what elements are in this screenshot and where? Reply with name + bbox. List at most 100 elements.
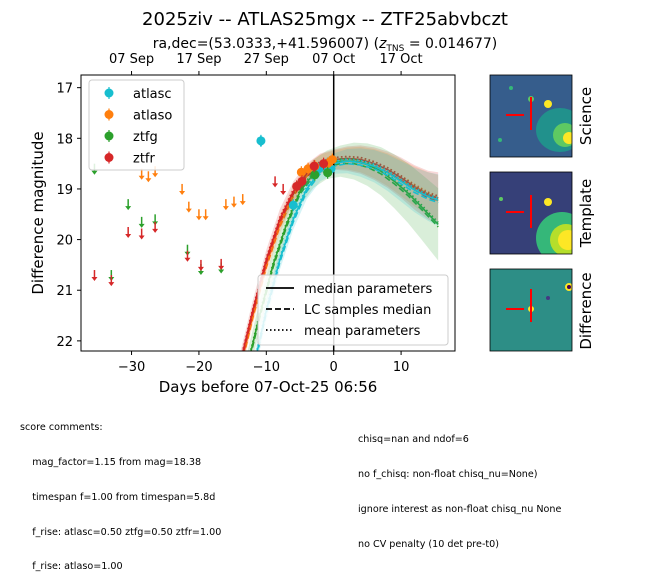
upper-limit-arrow <box>152 173 159 178</box>
detection-point <box>256 136 266 146</box>
comment-line: f_rise: atlasc=0.50 ztfg=0.50 ztfr=1.00 <box>20 526 222 538</box>
y-axis-label: Difference magnitude <box>29 131 47 294</box>
x-axis-label: Days before 07-Oct-25 06:56 <box>159 378 378 396</box>
upper-limit-arrow <box>197 270 204 275</box>
detection-point <box>323 168 333 178</box>
subtitle-z-sub: TNS <box>385 44 404 54</box>
chart-subtitle: ra,dec=(53.0333,+41.596007) (zTNS = 0.01… <box>153 36 498 54</box>
detection-point <box>327 155 337 165</box>
upper-limit-arrow <box>91 277 98 282</box>
y-tick-label: 21 <box>56 284 73 299</box>
legend-marker <box>104 131 114 141</box>
upper-limit-arrow <box>239 201 246 206</box>
y-tick-label: 17 <box>56 82 73 97</box>
series-legend <box>88 79 185 171</box>
comment-line: no CV penalty (10 det pre-t0) <box>358 538 500 550</box>
detection-point <box>309 161 319 171</box>
subtitle-z-value: = 0.014677) <box>404 36 497 52</box>
model-curve <box>257 162 439 351</box>
science-stamp <box>490 75 572 157</box>
science-stamp-frame <box>489 74 573 158</box>
subtitle-prefix: ra,dec=(53.0333,+41.596007) ( <box>153 36 379 52</box>
upper-limit-arrow <box>202 216 209 221</box>
comment-line: no f_chisq: non-float chisq_nu=None) <box>358 468 538 480</box>
plot-area: −30 −20 −10 0 10 07 Sep 17 Sep 27 Sep 07 Oct 17 O… <box>56 52 456 375</box>
upper-limit-arrow <box>125 206 132 211</box>
upper-limit-arrow <box>195 216 202 221</box>
comment-line: mag_factor=1.15 from mag=18.38 <box>20 456 202 468</box>
detection-point <box>288 200 298 210</box>
comment-line: f_rise: atlaso=1.00 <box>20 561 123 573</box>
score-comments: score comments: mag_factor=1.15 from mag… <box>20 399 221 585</box>
detection-point <box>296 167 306 177</box>
model-curve <box>256 160 439 351</box>
y-tick-label: 18 <box>56 132 73 147</box>
model-curve <box>256 158 439 351</box>
upper-limit-arrow <box>152 228 159 233</box>
upper-limit-arrow <box>230 203 237 208</box>
plot-clip-group <box>91 75 439 351</box>
x-tick-label: −10 <box>253 360 280 375</box>
upper-limit-arrow <box>179 190 186 195</box>
legend-marker <box>104 110 114 119</box>
legend-label: ztfr <box>133 152 155 167</box>
comment-line: ignore interest as non-float chisq_nu No… <box>358 503 562 515</box>
upper-limit-arrow <box>197 266 204 271</box>
upper-limit-arrow <box>222 206 229 211</box>
template-stamp <box>490 172 572 254</box>
legend-label: atlaso <box>133 109 172 124</box>
linestyle-legend <box>257 274 449 346</box>
upper-limit-arrow <box>218 269 225 274</box>
detection-point <box>319 159 329 169</box>
stamp-label-template: Template <box>577 179 595 248</box>
legend-label: atlasc <box>133 87 172 102</box>
upper-limit-arrow <box>108 282 115 287</box>
top-date-tick-label: 07 Sep <box>109 52 154 67</box>
model-band <box>255 148 439 351</box>
stamp-label-difference: Difference <box>577 272 595 349</box>
legend-label: ztfg <box>133 130 158 145</box>
model-band <box>247 142 439 351</box>
upper-limit-arrow <box>125 233 132 238</box>
legend-marker <box>104 88 114 98</box>
plot-frame <box>80 74 456 352</box>
light-curve-figure: 2025ziv -- ATLAS25mgx -- ZTF25abvbczt ra… <box>29 9 595 396</box>
stamp-label-science: Science <box>577 87 595 145</box>
upper-limit-arrow <box>91 170 98 175</box>
upper-limit-arrow <box>184 257 191 262</box>
comment-line: score comments: <box>20 422 103 434</box>
difference-stamp-frame <box>489 268 573 352</box>
top-date-tick-label: 17 Sep <box>176 52 221 67</box>
legend-line-label: mean parameters <box>304 324 421 339</box>
upper-limit-arrow <box>280 190 287 195</box>
upper-limit-arrow <box>218 265 225 270</box>
detection-point <box>310 170 320 180</box>
x-tick-label: −30 <box>118 360 145 375</box>
x-tick-label: −20 <box>185 360 212 375</box>
upper-limit-arrow <box>138 235 145 240</box>
upper-limit-arrow <box>138 175 145 180</box>
x-tick-label: 0 <box>330 360 338 375</box>
subtitle-z-symbol: z <box>378 36 387 52</box>
comment-line: chisq=nan and ndof=6 <box>358 434 469 446</box>
legend-line-label: median parameters <box>304 282 432 297</box>
legend-marker <box>104 153 114 162</box>
upper-limit-arrow <box>185 208 192 213</box>
top-date-tick-label: 07 Oct <box>312 52 355 67</box>
legend-line-label: LC samples median <box>304 303 431 318</box>
fit-comments: chisq=nan and ndof=6 no f_chisq: non-flo… <box>358 411 561 562</box>
top-date-tick-label: 27 Sep <box>244 52 289 67</box>
chart-title: 2025ziv -- ATLAS25mgx -- ZTF25abvbczt <box>142 9 508 30</box>
template-stamp-frame <box>489 171 573 255</box>
detection-point <box>297 176 307 186</box>
upper-limit-arrow <box>138 223 145 228</box>
x-tick-label: 10 <box>393 360 410 375</box>
model-curve <box>249 158 439 351</box>
upper-limit-arrow <box>272 183 279 188</box>
comment-line: timespan f=1.00 from timespan=5.8d <box>20 491 216 503</box>
y-tick-label: 19 <box>56 183 73 198</box>
y-tick-label: 20 <box>56 234 73 249</box>
difference-stamp <box>490 269 572 351</box>
model-curve <box>250 162 439 351</box>
top-date-tick-label: 17 Oct <box>380 52 423 67</box>
